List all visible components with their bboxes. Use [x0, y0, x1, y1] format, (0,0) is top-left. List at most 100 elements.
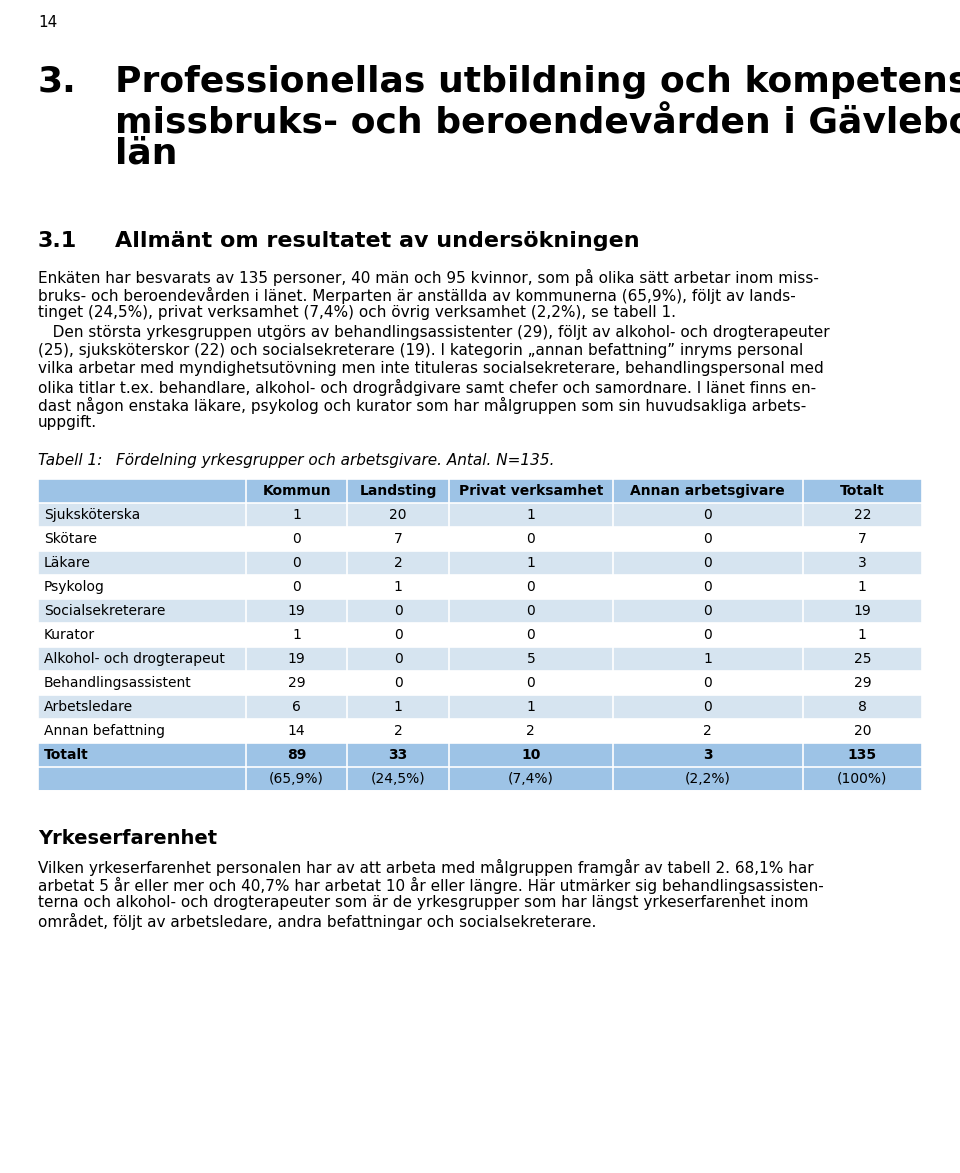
Bar: [38, 551, 922, 575]
Text: området, följt av arbetsledare, andra befattningar och socialsekreterare.: området, följt av arbetsledare, andra be…: [38, 913, 596, 930]
Text: tinget (24,5%), privat verksamhet (7,4%) och övrig verksamhet (2,2%), se tabell : tinget (24,5%), privat verksamhet (7,4%)…: [38, 305, 676, 320]
Text: (2,2%): (2,2%): [684, 772, 731, 786]
Text: 0: 0: [292, 556, 300, 570]
Text: dast någon enstaka läkare, psykolog och kurator som har målgruppen som sin huvud: dast någon enstaka läkare, psykolog och …: [38, 396, 806, 414]
Bar: [38, 767, 922, 791]
Bar: [38, 647, 922, 671]
Text: (65,9%): (65,9%): [269, 772, 324, 786]
Text: Psykolog: Psykolog: [44, 579, 105, 594]
Text: Fördelning yrkesgrupper och arbetsgivare. Antal. N=135.: Fördelning yrkesgrupper och arbetsgivare…: [116, 453, 555, 468]
Text: 2: 2: [394, 556, 402, 570]
Text: 0: 0: [526, 604, 536, 618]
Text: 10: 10: [521, 748, 540, 762]
Text: 7: 7: [394, 533, 402, 545]
Text: 19: 19: [853, 604, 872, 618]
Text: 3: 3: [858, 556, 867, 570]
Text: 1: 1: [292, 628, 301, 642]
Text: Alkohol- och drogterapeut: Alkohol- och drogterapeut: [44, 652, 225, 666]
Text: 0: 0: [394, 652, 402, 666]
Text: 135: 135: [848, 748, 876, 762]
Text: 19: 19: [288, 604, 305, 618]
Text: 0: 0: [704, 533, 712, 545]
Bar: [38, 694, 922, 719]
Text: Annan befattning: Annan befattning: [44, 724, 165, 738]
Text: Läkare: Läkare: [44, 556, 91, 570]
Text: Arbetsledare: Arbetsledare: [44, 700, 133, 714]
Text: (7,4%): (7,4%): [508, 772, 554, 786]
Text: Den största yrkesgruppen utgörs av behandlingsassistenter (29), följt av alkohol: Den största yrkesgruppen utgörs av behan…: [38, 325, 829, 340]
Text: 0: 0: [292, 533, 300, 545]
Text: Skötare: Skötare: [44, 533, 97, 545]
Text: 2: 2: [526, 724, 536, 738]
Text: 2: 2: [704, 724, 712, 738]
Text: 1: 1: [858, 628, 867, 642]
Text: 0: 0: [526, 579, 536, 594]
Text: 0: 0: [704, 628, 712, 642]
Text: 0: 0: [526, 628, 536, 642]
Text: 0: 0: [292, 579, 300, 594]
Bar: [38, 503, 922, 527]
Bar: [38, 575, 922, 599]
Text: 25: 25: [853, 652, 871, 666]
Bar: [38, 743, 922, 767]
Text: arbetat 5 år eller mer och 40,7% har arbetat 10 år eller längre. Här utmärker si: arbetat 5 år eller mer och 40,7% har arb…: [38, 877, 824, 894]
Text: vilka arbetar med myndighetsutövning men inte tituleras socialsekreterare, behan: vilka arbetar med myndighetsutövning men…: [38, 361, 824, 377]
Text: terna och alkohol- och drogterapeuter som är de yrkesgrupper som har längst yrke: terna och alkohol- och drogterapeuter so…: [38, 895, 808, 910]
Text: 0: 0: [704, 508, 712, 522]
Text: 1: 1: [526, 700, 536, 714]
Text: 3.1: 3.1: [38, 231, 77, 251]
Text: 14: 14: [288, 724, 305, 738]
Text: 1: 1: [292, 508, 301, 522]
Text: 22: 22: [853, 508, 871, 522]
Text: 29: 29: [853, 676, 871, 690]
Text: uppgift.: uppgift.: [38, 415, 97, 430]
Text: Totalt: Totalt: [44, 748, 88, 762]
Text: olika titlar t.ex. behandlare, alkohol- och drogrådgivare samt chefer och samord: olika titlar t.ex. behandlare, alkohol- …: [38, 379, 816, 396]
Text: (24,5%): (24,5%): [371, 772, 425, 786]
Text: 3.: 3.: [38, 65, 77, 99]
Text: Landsting: Landsting: [360, 484, 437, 499]
Text: 3: 3: [703, 748, 712, 762]
Text: 19: 19: [288, 652, 305, 666]
Text: 8: 8: [858, 700, 867, 714]
Bar: [38, 527, 922, 551]
Text: 1: 1: [703, 652, 712, 666]
Text: Totalt: Totalt: [840, 484, 885, 499]
Text: 5: 5: [526, 652, 536, 666]
Text: 89: 89: [287, 748, 306, 762]
Text: 1: 1: [394, 579, 402, 594]
Text: 20: 20: [390, 508, 407, 522]
Text: 0: 0: [704, 676, 712, 690]
Text: 0: 0: [704, 556, 712, 570]
Text: 2: 2: [394, 724, 402, 738]
Text: Kommun: Kommun: [262, 484, 331, 499]
Text: (25), sjuksköterskor (22) och socialsekreterare (19). I kategorin „annan befattn: (25), sjuksköterskor (22) och socialsekr…: [38, 343, 804, 358]
Text: Yrkeserfarenhet: Yrkeserfarenhet: [38, 829, 217, 848]
Text: Behandlingsassistent: Behandlingsassistent: [44, 676, 192, 690]
Text: 0: 0: [394, 628, 402, 642]
Text: Socialsekreterare: Socialsekreterare: [44, 604, 165, 618]
Text: Professionellas utbildning och kompetens inom: Professionellas utbildning och kompetens…: [115, 65, 960, 99]
Text: 1: 1: [394, 700, 402, 714]
Text: 0: 0: [704, 700, 712, 714]
Text: 14: 14: [38, 15, 58, 30]
Text: 20: 20: [853, 724, 871, 738]
Bar: [38, 671, 922, 694]
Text: 7: 7: [858, 533, 867, 545]
Text: 0: 0: [704, 604, 712, 618]
Text: 1: 1: [858, 579, 867, 594]
Text: Annan arbetsgivare: Annan arbetsgivare: [631, 484, 785, 499]
Text: 1: 1: [526, 556, 536, 570]
Text: 0: 0: [526, 533, 536, 545]
Text: 0: 0: [394, 604, 402, 618]
Text: 0: 0: [704, 579, 712, 594]
Text: 33: 33: [389, 748, 408, 762]
Text: Vilken yrkeserfarenhet personalen har av att arbeta med målgruppen framgår av ta: Vilken yrkeserfarenhet personalen har av…: [38, 859, 814, 876]
Text: Allmänt om resultatet av undersökningen: Allmänt om resultatet av undersökningen: [115, 231, 639, 251]
Text: Privat verksamhet: Privat verksamhet: [459, 484, 603, 499]
Text: Tabell 1:: Tabell 1:: [38, 453, 103, 468]
Text: Sjuksköterska: Sjuksköterska: [44, 508, 140, 522]
Text: (100%): (100%): [837, 772, 887, 786]
Bar: [38, 479, 922, 503]
Text: 6: 6: [292, 700, 301, 714]
